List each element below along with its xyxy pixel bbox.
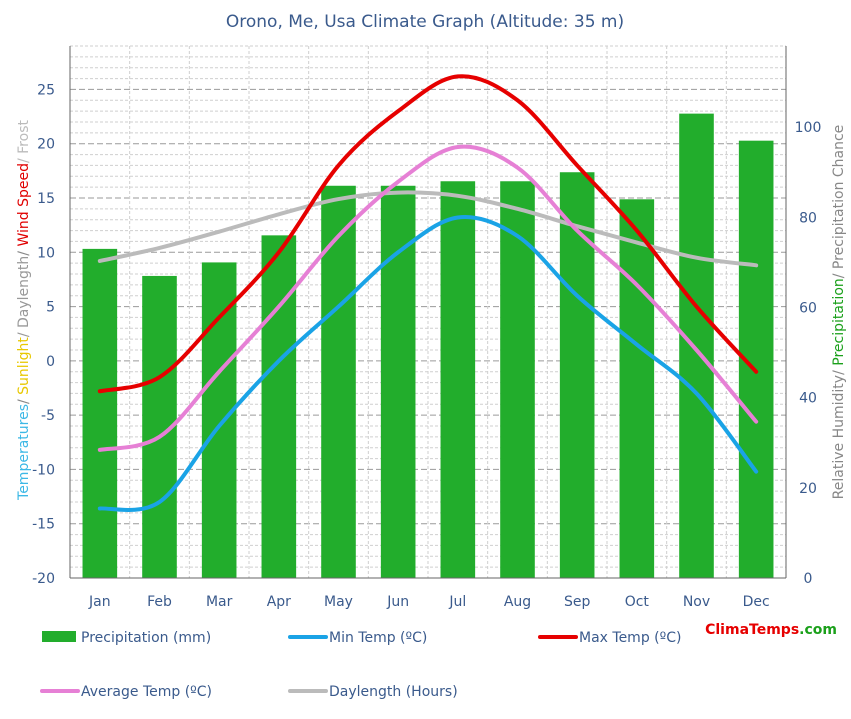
left-tick-label: 5 xyxy=(46,300,55,316)
line-min-temp xyxy=(97,215,759,513)
left-tick-label: 10 xyxy=(37,245,55,261)
legend-swatch xyxy=(42,631,76,642)
x-tick-label: Sep xyxy=(564,594,591,610)
axis-label-part: / xyxy=(16,395,32,404)
x-tick-label: Nov xyxy=(683,594,710,610)
right-tick-label: 40 xyxy=(799,391,817,407)
axis-label-part: Sunlight xyxy=(16,337,32,395)
axis-label-part: Relative Humidity xyxy=(831,375,847,499)
legend-label: Max Temp (ºC) xyxy=(579,630,681,646)
chart-title: Orono, Me, Usa Climate Graph (Altitude: … xyxy=(226,12,624,32)
bar-apr xyxy=(261,235,297,578)
x-tick-label: Oct xyxy=(625,594,650,610)
series-lines xyxy=(97,74,759,513)
x-tick-labels: Jan Feb Mar Apr May Jun Jul Aug Sep Oct Nov Dec xyxy=(88,594,770,610)
axis-label-part: Wind Speed xyxy=(16,163,32,247)
axis-label-part: / Daylength xyxy=(16,256,32,337)
right-tick-label: 100 xyxy=(795,120,822,136)
axis-label-part: Precipitation xyxy=(831,278,847,366)
left-tick-label: 25 xyxy=(37,82,55,98)
watermark: ClimaTemps.com xyxy=(705,622,837,638)
line-average-temp xyxy=(97,144,759,452)
x-tick-label: Aug xyxy=(504,594,531,610)
axis-label-part: / Frost xyxy=(16,120,32,164)
bar-aug xyxy=(500,181,535,578)
left-tick-label: 0 xyxy=(46,354,55,370)
x-tick-label: Jun xyxy=(386,594,409,610)
right-tick-label: 60 xyxy=(799,300,817,316)
bar-jul xyxy=(440,181,476,578)
left-tick-label: 15 xyxy=(37,191,55,207)
axis-label-part: / Precipitation Chance xyxy=(831,125,847,279)
axis-label-part: Temperatures xyxy=(16,404,32,501)
right-tick-label: 20 xyxy=(799,481,817,497)
legend: Precipitation (mm) Min Temp (ºC) Max Temp … xyxy=(40,630,681,700)
legend-label: Min Temp (ºC) xyxy=(329,630,427,646)
bar-oct xyxy=(619,199,655,578)
right-tick-label: 80 xyxy=(799,210,817,226)
bar-mar xyxy=(201,262,237,578)
legend-label: Daylength (Hours) xyxy=(329,684,458,700)
bar-jan xyxy=(82,248,118,579)
watermark-part1: Clima xyxy=(705,622,749,638)
right-tick-label: 0 xyxy=(804,571,813,587)
left-tick-labels: -20 -15 -10 -5 0 5 10 15 20 25 xyxy=(32,82,55,587)
watermark-part2: Temps xyxy=(749,622,799,638)
left-tick-label: -10 xyxy=(32,462,55,478)
legend-label: Average Temp (ºC) xyxy=(81,684,212,700)
left-axis-label: Temperatures/ Sunlight/ Daylength/ Wind … xyxy=(16,120,32,501)
x-tick-label: Jul xyxy=(448,594,466,610)
line-daylength xyxy=(97,190,759,268)
x-tick-label: Mar xyxy=(206,594,233,610)
x-tick-label: Jan xyxy=(88,594,111,610)
bar-may xyxy=(321,185,356,579)
axis-label-part: / xyxy=(831,366,847,375)
bar-nov xyxy=(679,113,714,578)
left-tick-label: 20 xyxy=(37,137,55,153)
line-max-temp xyxy=(97,74,759,394)
left-tick-label: -20 xyxy=(32,571,55,587)
left-tick-label: -5 xyxy=(41,408,55,424)
x-tick-label: Feb xyxy=(147,594,172,610)
x-tick-label: Dec xyxy=(743,594,770,610)
axis-label-part: / xyxy=(16,247,32,256)
grid-lines xyxy=(69,45,787,579)
x-tick-label: Apr xyxy=(267,594,291,610)
left-tick-label: -15 xyxy=(32,517,55,533)
right-tick-labels: 0 20 40 60 80 100 xyxy=(795,120,822,587)
legend-label: Precipitation (mm) xyxy=(81,630,211,646)
watermark-part3: .com xyxy=(799,622,837,638)
right-axis-label: Relative Humidity/ Precipitation/ Precip… xyxy=(831,125,847,500)
x-tick-label: May xyxy=(324,594,353,610)
